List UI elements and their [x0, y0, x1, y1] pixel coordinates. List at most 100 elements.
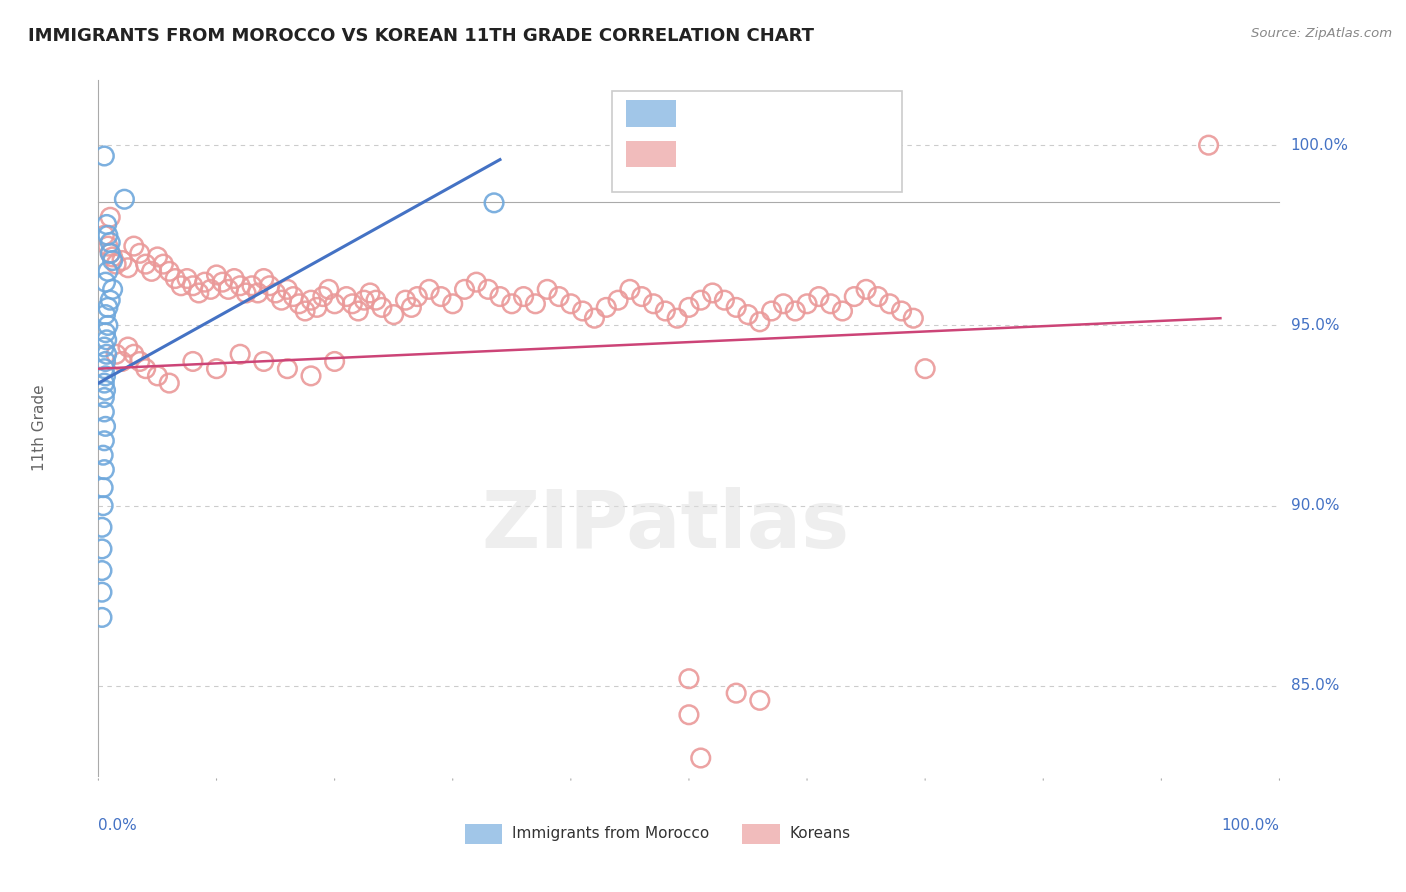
Point [152, 257, 174, 271]
Bar [626, 141, 676, 168]
Point [94, 384, 117, 398]
Point [548, 289, 571, 303]
Point [903, 311, 925, 326]
Point [94, 419, 117, 434]
Point [288, 297, 311, 311]
Point [418, 282, 440, 296]
Point [157, 376, 180, 390]
Text: 90.0%: 90.0% [1291, 498, 1339, 513]
Bar [742, 824, 780, 844]
Point [229, 278, 252, 293]
Point [200, 282, 222, 296]
Point [501, 297, 523, 311]
Point [477, 282, 499, 296]
Point [97, 228, 120, 243]
Text: Koreans: Koreans [789, 826, 851, 841]
Point [772, 297, 794, 311]
Point [253, 271, 276, 285]
Point [630, 289, 652, 303]
Point [229, 347, 252, 361]
Point [359, 285, 381, 300]
Point [430, 289, 453, 303]
Point [176, 271, 198, 285]
Point [205, 268, 228, 282]
Point [785, 304, 807, 318]
Point [96, 333, 118, 347]
Point [94, 326, 117, 340]
Point [187, 285, 209, 300]
Text: R = 0.106   N = 115: R = 0.106 N = 115 [689, 145, 870, 162]
Point [678, 301, 700, 315]
Point [595, 301, 617, 315]
Point [453, 282, 475, 296]
Point [318, 282, 340, 296]
Point [240, 278, 263, 293]
Point [111, 354, 134, 368]
Point [401, 301, 423, 315]
FancyBboxPatch shape [612, 91, 901, 192]
Point [122, 347, 145, 361]
Point [1198, 138, 1220, 153]
Point [98, 246, 121, 260]
Point [211, 275, 233, 289]
Point [831, 304, 853, 318]
Point [406, 289, 429, 303]
Point [270, 293, 292, 308]
Point [146, 368, 169, 383]
Point [181, 354, 204, 368]
Point [194, 275, 217, 289]
Point [94, 368, 117, 383]
Point [91, 564, 114, 578]
Point [105, 347, 128, 361]
Point [181, 278, 204, 293]
Point [94, 308, 117, 322]
Text: 85.0%: 85.0% [1291, 679, 1339, 693]
Point [253, 354, 276, 368]
Point [91, 610, 114, 624]
Point [394, 293, 416, 308]
Point [94, 354, 117, 368]
Point [98, 235, 121, 250]
Point [117, 340, 139, 354]
Point [235, 285, 257, 300]
Text: 95.0%: 95.0% [1291, 318, 1339, 333]
Point [689, 293, 711, 308]
Point [97, 239, 120, 253]
Point [217, 282, 239, 296]
Point [170, 278, 193, 293]
Point [512, 289, 534, 303]
Point [122, 239, 145, 253]
Point [91, 448, 114, 462]
Point [93, 228, 115, 243]
Point [97, 301, 120, 315]
Point [879, 297, 901, 311]
Text: 100.0%: 100.0% [1222, 818, 1279, 833]
Point [91, 520, 114, 534]
Point [135, 361, 157, 376]
Point [619, 282, 641, 296]
Point [305, 301, 328, 315]
Point [276, 282, 298, 296]
Point [666, 311, 689, 326]
Point [725, 301, 748, 315]
Point [524, 297, 547, 311]
Bar [626, 101, 676, 127]
Point [128, 246, 150, 260]
Point [536, 282, 558, 296]
Text: 0.0%: 0.0% [98, 818, 138, 833]
Text: 100.0%: 100.0% [1291, 137, 1348, 153]
Text: R = 0.296   N = 37: R = 0.296 N = 37 [689, 104, 859, 123]
Point [205, 361, 228, 376]
Point [560, 297, 582, 311]
Point [844, 289, 866, 303]
Point [807, 289, 830, 303]
Text: 11th Grade: 11th Grade [32, 384, 46, 472]
Point [914, 361, 936, 376]
Text: Immigrants from Morocco: Immigrants from Morocco [512, 826, 709, 841]
Point [276, 361, 298, 376]
Point [98, 246, 121, 260]
Point [441, 297, 464, 311]
Point [643, 297, 665, 311]
Point [713, 293, 735, 308]
Point [101, 253, 124, 268]
